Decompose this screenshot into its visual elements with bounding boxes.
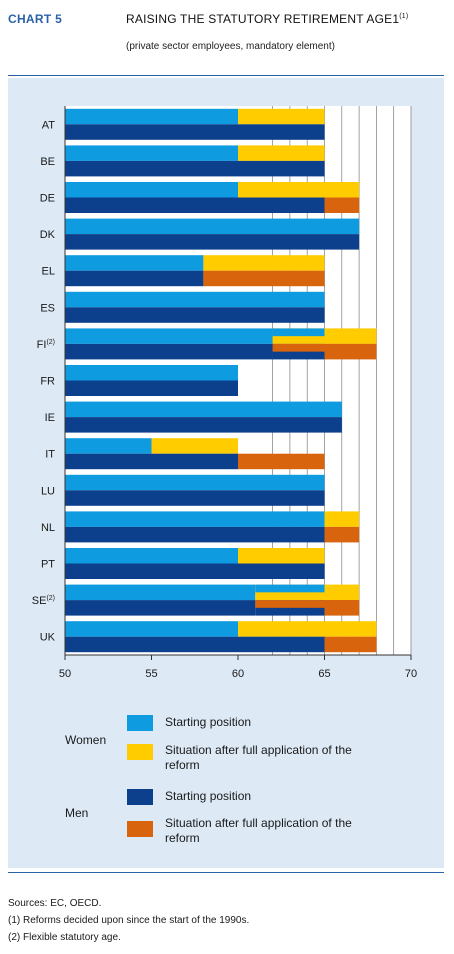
bar-women-start bbox=[65, 621, 238, 637]
x-tick-label: 50 bbox=[59, 668, 71, 680]
y-tick-label: EL bbox=[42, 266, 55, 278]
chart-title-footnote-mark: (1) bbox=[399, 13, 409, 20]
bar-men-start bbox=[65, 490, 325, 506]
bar-women-reform bbox=[238, 108, 325, 125]
top-rule bbox=[8, 75, 444, 76]
footnote-1: (1) Reforms decided upon since the start… bbox=[8, 915, 250, 926]
bar-women-start bbox=[65, 474, 325, 491]
legend-men-start-text: Starting position bbox=[165, 789, 252, 803]
y-tick-label: ES bbox=[40, 302, 55, 314]
bar-men-reform bbox=[324, 343, 377, 360]
legend-men-reform-text: Situation after full application of the … bbox=[165, 816, 352, 845]
legend-men-label: Men bbox=[65, 806, 89, 820]
bar-women-start bbox=[65, 548, 238, 564]
bar-women-reform bbox=[151, 438, 238, 454]
y-tick-label: DE bbox=[40, 193, 55, 205]
bar-women-start bbox=[65, 401, 342, 418]
bottom-rule bbox=[8, 872, 444, 873]
y-tick-label: LU bbox=[41, 485, 55, 497]
bar-men-reform bbox=[324, 197, 360, 213]
y-tick-label: DK bbox=[40, 229, 56, 241]
bar-men-start bbox=[65, 307, 325, 323]
y-tick-label: FI(2) bbox=[37, 339, 55, 351]
bar-men-start bbox=[65, 343, 273, 360]
bar-women-start bbox=[65, 255, 204, 271]
chart-title: RAISING THE STATUTORY RETIREMENT AGE1(1) bbox=[126, 12, 408, 26]
bar-women-reform bbox=[324, 511, 360, 527]
legend-men-start-swatch bbox=[127, 789, 153, 805]
bar-women-start bbox=[65, 291, 325, 308]
legend-women-start-swatch bbox=[127, 715, 153, 731]
bar-men-start bbox=[65, 160, 325, 177]
bar-men-start bbox=[65, 600, 256, 616]
bar-men-start bbox=[65, 124, 325, 140]
bar-men-start bbox=[65, 234, 360, 250]
bar-women-reform bbox=[238, 182, 360, 198]
legend-men-reform-swatch bbox=[127, 821, 153, 837]
bar-men-reform bbox=[203, 270, 325, 287]
y-tick-label: NL bbox=[41, 522, 55, 534]
bar-women-reform bbox=[238, 145, 325, 161]
y-tick-label: IT bbox=[45, 449, 55, 461]
bar-women-start bbox=[65, 511, 325, 527]
sources-note: Sources: EC, OECD. bbox=[8, 898, 102, 909]
footnote-2: (2) Flexible statutory age. bbox=[8, 932, 121, 943]
y-tick-label: AT bbox=[42, 119, 56, 131]
bar-women-start bbox=[65, 584, 256, 601]
bar-women-start bbox=[65, 218, 360, 235]
bar-men-reform bbox=[324, 600, 360, 616]
bar-men-reform bbox=[324, 636, 377, 653]
x-tick-label: 65 bbox=[318, 668, 330, 680]
y-tick-label: UK bbox=[40, 632, 56, 644]
bar-women-start bbox=[65, 182, 238, 198]
bar-men-reform bbox=[238, 453, 325, 470]
bar-men-start bbox=[65, 270, 204, 287]
bar-women-start bbox=[65, 145, 238, 161]
legend-women-label: Women bbox=[65, 733, 107, 747]
bar-men-reform bbox=[324, 526, 360, 543]
chart-subtitle: (private sector employees, mandatory ele… bbox=[126, 41, 335, 52]
x-tick-label: 70 bbox=[405, 668, 417, 680]
bar-women-start-range bbox=[255, 584, 325, 593]
y-tick-label: PT bbox=[41, 559, 55, 571]
bar-men-reform bbox=[255, 600, 360, 608]
y-tick-label: FR bbox=[40, 376, 55, 388]
y-tick-label: SE(2) bbox=[32, 595, 55, 607]
legend-women-reform-swatch bbox=[127, 744, 153, 760]
y-tick-label: BE bbox=[40, 156, 55, 168]
bar-women-start bbox=[65, 438, 152, 454]
bar-women-reform bbox=[238, 621, 377, 637]
x-tick-label: 55 bbox=[145, 668, 157, 680]
bar-women-reform bbox=[203, 255, 325, 271]
chart-title-text: RAISING THE STATUTORY RETIREMENT AGE1 bbox=[126, 12, 400, 26]
legend-women-reform-text: Situation after full application of the … bbox=[165, 743, 352, 772]
bar-men-start bbox=[65, 417, 342, 433]
bar-chart: AT BE DE DK EL ES FI(2) FR IE IT LU NL PT SE(2) UK 50 55… bbox=[32, 106, 417, 680]
legend-women-start-text: Starting position bbox=[165, 715, 252, 729]
chart-number: CHART 5 bbox=[8, 12, 63, 26]
bar-men-start bbox=[65, 636, 325, 653]
bar-men-start bbox=[65, 380, 238, 396]
y-tick-label: IE bbox=[45, 412, 55, 424]
bar-men-start bbox=[65, 197, 325, 213]
bar-women-start bbox=[65, 328, 273, 344]
bar-women-start-range bbox=[272, 328, 325, 337]
bar-men-start bbox=[65, 453, 238, 470]
bar-men-start bbox=[65, 563, 325, 579]
bar-women-reform bbox=[238, 548, 325, 564]
x-tick-label: 60 bbox=[232, 668, 244, 680]
bar-men-start bbox=[65, 526, 325, 543]
bar-women-start bbox=[65, 365, 238, 381]
bar-women-start bbox=[65, 108, 238, 125]
